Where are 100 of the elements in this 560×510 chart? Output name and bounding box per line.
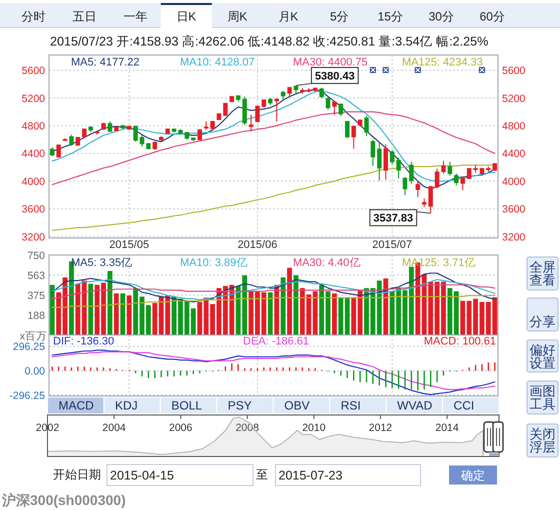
bar [280, 277, 286, 335]
y2-tick-label: 4000 [502, 176, 526, 188]
candlestick [178, 128, 183, 135]
y-tick-label: 4800 [22, 120, 46, 132]
y-tick-label: -296.25 [9, 390, 46, 402]
candlestick [62, 138, 68, 142]
text: BOLL [171, 398, 202, 412]
text: 开始日期 [53, 468, 101, 482]
candlestick [76, 136, 80, 146]
x-tick-label: 2015/06 [238, 239, 278, 251]
candlestick [101, 122, 106, 130]
annotation: 3537.83 [369, 209, 432, 226]
candlestick [486, 166, 491, 173]
text: MA5: 4177.22 [71, 56, 140, 68]
series-label: DIF: -136.30 [53, 336, 114, 348]
text: RSI [340, 398, 361, 412]
candlestick [422, 198, 426, 208]
text: 沪深300(sh000300) [1, 492, 126, 508]
y-tick-label: 750 [27, 250, 46, 262]
text: 周K [227, 10, 248, 24]
candlestick [454, 173, 459, 186]
candlestick [236, 94, 240, 102]
text: 分时 [21, 10, 46, 24]
text: OBV [284, 398, 310, 412]
text: PSY [228, 398, 252, 412]
series-label: MA5: 3.35亿 [71, 257, 132, 269]
candlestick [274, 97, 279, 122]
x-tick-label: 2015/07 [372, 239, 412, 251]
y-tick-label: 5600 [22, 65, 46, 78]
candlestick [306, 88, 312, 93]
y2-tick-label: 5600 [502, 65, 526, 78]
candlestick [152, 141, 158, 150]
annotation: 5380.43 [314, 70, 355, 82]
candlestick [165, 128, 170, 135]
text: 5分 [330, 10, 349, 24]
candlestick [82, 128, 87, 138]
annotation: 3537.83 [373, 212, 414, 225]
y-tick-label: 563 [27, 270, 46, 282]
text: KDJ [114, 398, 138, 412]
y-tick-label: 296.25 [12, 341, 46, 354]
candlestick [120, 124, 126, 130]
y2-tick-label: 5200 [502, 92, 526, 105]
y-tick-label: 3600 [22, 204, 46, 216]
y-tick-label: 188 [27, 310, 46, 322]
text: 确定 [460, 468, 485, 482]
y-tick-label: 4000 [22, 176, 46, 188]
candlestick [216, 112, 222, 121]
candlestick [409, 161, 414, 184]
y2-tick-label: 3200 [502, 231, 526, 244]
candlestick [384, 144, 388, 180]
x-tick-label: 2010 [302, 422, 326, 434]
candlestick [280, 90, 286, 100]
candlestick [198, 128, 202, 141]
line-series [52, 272, 496, 302]
candlestick [396, 157, 401, 179]
candlestick [390, 149, 394, 166]
text: MA125: 4234.33 [402, 56, 483, 68]
candlestick [300, 88, 305, 94]
candlestick [370, 139, 376, 166]
annotation: 5380.43 [295, 66, 359, 86]
chart-title: 2015/07/23 开:4158.93 高:4262.06 低:4148.82 收:4250.81 量:3.54亿 幅:2.25% [50, 34, 488, 48]
text: 一年 [123, 10, 148, 24]
y-tick-label: 4400 [22, 148, 46, 160]
candlestick [287, 86, 292, 98]
series-label: MA10: 3.89亿 [180, 257, 248, 269]
text: 15分 [378, 10, 403, 24]
text: MA10: 4128.07 [180, 56, 255, 68]
candlestick [345, 120, 350, 139]
line-series [52, 294, 496, 308]
candlestick [312, 87, 318, 92]
candlestick [210, 120, 215, 130]
text: 2015-04-15 [110, 468, 174, 482]
candlestick [338, 103, 344, 116]
text: 至 [256, 468, 268, 482]
candlestick [319, 87, 324, 98]
candlestick [428, 186, 433, 214]
text: 分享 [530, 314, 556, 329]
candlestick [255, 105, 260, 123]
candlestick [332, 100, 337, 116]
y2-tick-label: 3600 [502, 204, 526, 216]
line-series [52, 284, 496, 300]
candlestick [294, 84, 298, 96]
candlestick [204, 121, 208, 130]
candlestick [358, 118, 362, 127]
candlestick [248, 114, 254, 132]
candlestick [268, 97, 273, 106]
y-tick-label: 3200 [22, 231, 46, 244]
bar [332, 293, 337, 335]
text: 2015-07-23 [278, 468, 342, 482]
line-series [52, 164, 496, 231]
candlestick [377, 142, 382, 181]
x-tick-label: 2012 [368, 422, 392, 434]
bar [126, 296, 132, 335]
candlestick [364, 116, 369, 137]
candlestick [262, 98, 266, 108]
candlestick [69, 134, 74, 146]
line-series [52, 111, 496, 186]
line-series [52, 278, 496, 300]
x-tick-label: 2014 [435, 422, 459, 434]
series-label: DEA: -186.61 [243, 336, 310, 348]
